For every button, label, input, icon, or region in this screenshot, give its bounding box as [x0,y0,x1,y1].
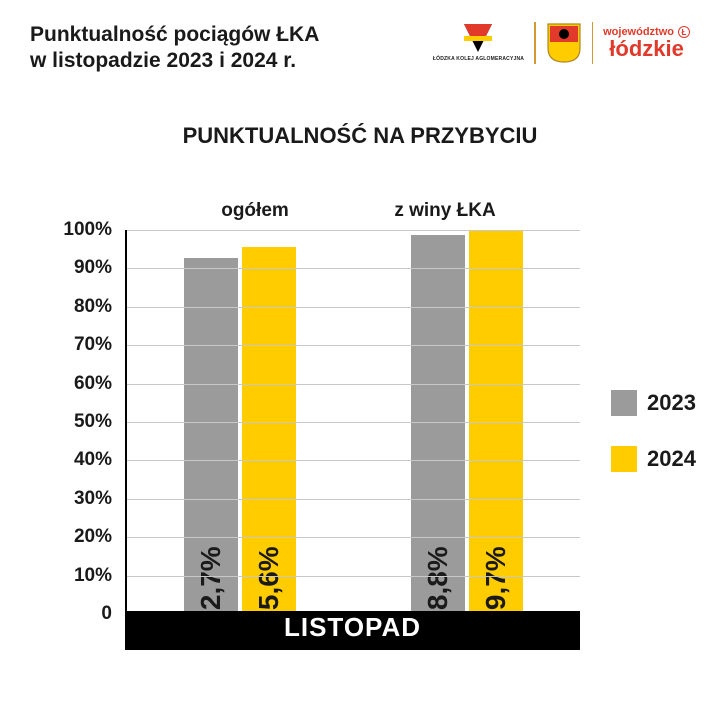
legend: 2023 2024 [611,390,696,472]
lka-logo-icon [456,24,500,54]
legend-item: 2023 [611,390,696,416]
y-tick: 50% [74,411,112,433]
grid-line [127,268,580,269]
lka-caption: ŁÓDZKA KOLEJ AGLOMERACYJNA [433,56,524,62]
logo-divider-2 [592,22,594,64]
grid-line [127,460,580,461]
page-title: Punktualność pociągów ŁKA w listopadzie … [30,22,319,75]
x-axis-label: LISTOPAD [284,612,421,643]
grid-line [127,307,580,308]
y-tick: 90% [74,257,112,279]
bar: 98,8% [411,235,465,614]
y-tick: 10% [74,565,112,587]
y-tick: 20% [74,526,112,548]
legend-swatch [611,390,637,416]
y-tick: 0 [101,603,112,625]
legend-label: 2023 [647,390,696,416]
grid-line [127,499,580,500]
legend-item: 2024 [611,446,696,472]
chart: 010%20%30%40%50%60%70%80%90%100% 92,7%95… [40,230,580,650]
header: Punktualność pociągów ŁKA w listopadzie … [0,0,720,85]
x-axis-label-band: LISTOPAD [125,612,580,650]
y-tick: 100% [63,219,112,241]
group-label-1: z winy ŁKA [350,200,540,222]
group-label-0: ogółem [160,200,350,222]
bar: 95,6% [242,247,296,614]
grid-line [127,345,580,346]
bar: 92,7% [184,258,238,614]
legend-swatch [611,446,637,472]
legend-label: 2024 [647,446,696,472]
logo-divider [534,22,536,64]
title-line-2: w listopadzie 2023 i 2024 r. [30,48,319,74]
grid-line [127,576,580,577]
y-tick: 80% [74,296,112,318]
grid-line [127,230,580,231]
lodzkie-main: łódzkie [609,38,684,60]
plot-area: 92,7%95,6%98,8%99,7% [125,230,580,614]
lodzkie-logo: województwo Ł łódzkie [603,26,690,60]
y-tick: 30% [74,488,112,510]
grid-line [127,537,580,538]
y-tick: 40% [74,449,112,471]
y-tick: 70% [74,334,112,356]
lka-logo: ŁÓDZKA KOLEJ AGLOMERACYJNA [433,24,524,62]
chart-title: PUNKTUALNOŚĆ NA PRZYBYCIU [0,123,720,149]
group-labels: ogółem z winy ŁKA [160,200,540,222]
y-axis: 010%20%30%40%50%60%70%80%90%100% [40,230,120,614]
grid-line [127,422,580,423]
y-tick: 60% [74,373,112,395]
coat-of-arms-icon [546,22,582,64]
logo-block: ŁÓDZKA KOLEJ AGLOMERACYJNA województwo Ł… [433,22,690,64]
grid-line [127,384,580,385]
title-line-1: Punktualność pociągów ŁKA [30,22,319,48]
